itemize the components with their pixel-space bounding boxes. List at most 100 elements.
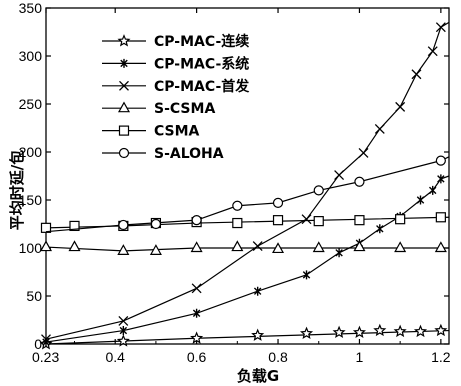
data-point-star — [117, 34, 131, 47]
legend: CP-MAC-连续 CP-MAC-系统 CP-MAC-首发 S-CSMA CSMA S-A… — [102, 33, 250, 162]
data-point-x — [252, 241, 263, 252]
data-point-square — [40, 222, 52, 233]
legend-label: CP-MAC-首发 — [154, 78, 250, 95]
data-point-circle — [191, 215, 202, 226]
data-point-triangle — [117, 101, 131, 113]
data-point-star — [190, 331, 204, 344]
series-line — [45, 156, 450, 233]
data-point-circle — [354, 176, 365, 187]
series-5 — [40, 212, 450, 233]
data-point-star — [299, 326, 314, 339]
series-line — [45, 175, 450, 343]
x-tick-label: 1.2 — [431, 349, 451, 365]
y-axis-label: 平均时延/包 — [8, 150, 26, 230]
data-point-triangle — [149, 244, 162, 255]
data-point-triangle — [434, 241, 447, 253]
series-3 — [41, 21, 450, 345]
data-point-asterisk — [253, 286, 262, 296]
x-axis-label: 负载G — [237, 367, 279, 385]
axes: 0.23 0.4 0.6 0.8 1 1.2 0 50 100 150 200 250 300 350 — [19, 0, 451, 365]
data-point-asterisk — [428, 185, 437, 195]
legend-entry: CSMA — [102, 124, 200, 140]
data-point-star — [332, 325, 346, 339]
data-point-x — [435, 22, 446, 33]
data-point-triangle — [394, 241, 407, 253]
data-point-asterisk — [376, 224, 384, 234]
data-point-triangle — [39, 240, 53, 252]
y-tick-label: 100 — [19, 240, 43, 256]
series-6 — [45, 155, 450, 233]
legend-label: S-CSMA — [154, 101, 215, 117]
legend-entry: CP-MAC-首发 — [102, 78, 250, 95]
data-point-x — [334, 170, 345, 180]
data-point-square — [272, 215, 284, 226]
data-point-circle — [150, 218, 162, 230]
data-point-triangle — [272, 242, 285, 254]
data-point-asterisk — [120, 58, 128, 68]
data-point-triangle — [231, 240, 244, 252]
data-point-star — [116, 334, 130, 347]
data-point-circle — [435, 155, 446, 166]
x-tick-label: 0.4 — [105, 349, 125, 365]
data-point-square — [69, 220, 80, 232]
data-point-star — [352, 325, 366, 339]
x-tick-label: 0.23 — [32, 349, 59, 365]
data-point-x — [395, 101, 406, 112]
data-point-star — [373, 323, 387, 337]
data-point-asterisk — [192, 308, 201, 318]
data-point-x — [301, 214, 312, 225]
data-point-asterisk — [335, 248, 343, 258]
data-point-triangle — [312, 241, 325, 253]
legend-label: CP-MAC-系统 — [154, 55, 249, 72]
data-point-triangle — [68, 240, 81, 252]
data-point-x — [427, 46, 438, 57]
x-tick-label: 1 — [356, 349, 364, 365]
data-point-star — [413, 324, 428, 338]
legend-entry: CP-MAC-连续 — [102, 33, 249, 50]
data-point-x — [411, 69, 422, 80]
data-point-square — [395, 214, 406, 225]
data-point-circle — [313, 185, 324, 196]
data-point-x — [41, 334, 51, 345]
data-point-circle — [272, 197, 284, 208]
data-point-square — [313, 216, 324, 227]
data-point-asterisk — [416, 195, 425, 205]
data-point-asterisk — [119, 326, 128, 336]
legend-label: CP-MAC-连续 — [154, 33, 249, 50]
data-point-star — [393, 324, 407, 338]
series-line — [45, 246, 449, 252]
data-point-star — [434, 323, 448, 337]
legend-label: CSMA — [154, 124, 200, 140]
data-point-x — [119, 80, 129, 91]
data-point-circle — [118, 147, 130, 159]
legend-entry: S-CSMA — [102, 101, 215, 117]
data-point-square — [118, 125, 130, 136]
y-tick-label: 150 — [19, 192, 43, 208]
legend-label: S-ALOHA — [154, 146, 224, 162]
data-point-square — [435, 212, 446, 223]
data-point-square — [232, 217, 243, 229]
data-point-triangle — [353, 240, 366, 252]
data-point-x — [374, 124, 385, 134]
data-point-triangle — [117, 244, 130, 255]
y-tick-label: 200 — [19, 144, 43, 160]
y-tick-label: 0 — [34, 336, 42, 352]
legend-entry: CP-MAC-系统 — [102, 55, 249, 72]
legend-entry: S-ALOHA — [102, 146, 224, 162]
data-point-x — [358, 148, 369, 158]
y-tick-label: 350 — [19, 0, 43, 16]
y-tick-label: 300 — [19, 48, 43, 64]
data-point-circle — [118, 219, 129, 231]
data-point-asterisk — [437, 174, 445, 184]
data-point-x — [118, 316, 129, 326]
data-point-x — [191, 283, 202, 294]
data-point-star — [251, 328, 265, 341]
series-1 — [39, 323, 450, 350]
series-layer — [39, 21, 450, 350]
x-tick-label: 0.6 — [187, 349, 207, 365]
data-point-triangle — [190, 241, 203, 253]
data-point-square — [354, 215, 365, 226]
y-tick-label: 50 — [26, 288, 42, 304]
